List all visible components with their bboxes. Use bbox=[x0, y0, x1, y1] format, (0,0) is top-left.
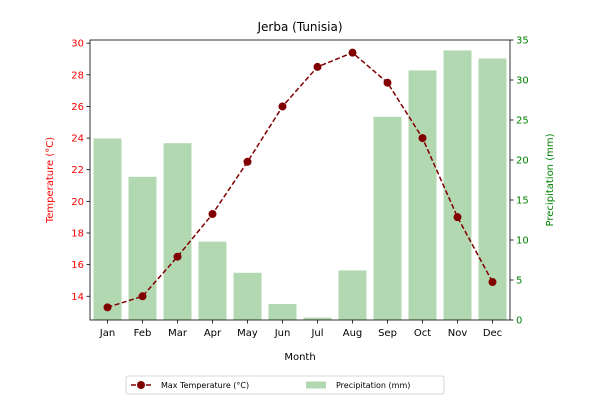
legend-label-temperature: Max Temperature (°C) bbox=[161, 381, 249, 390]
x-tick-label: Dec bbox=[483, 328, 502, 339]
x-tick-label: Jan bbox=[99, 328, 115, 339]
left-tick-label: 18 bbox=[71, 228, 84, 239]
legend-bar-swatch bbox=[306, 381, 326, 389]
right-axis-ticks: 0 5 10 15 20 25 30 35 bbox=[510, 36, 529, 327]
temp-point-jul bbox=[313, 62, 322, 71]
temp-point-feb bbox=[138, 292, 147, 301]
legend: Max Temperature (°C) Precipitation (mm) bbox=[125, 375, 445, 395]
precip-bar-jan bbox=[93, 138, 122, 320]
temperature-line-series bbox=[103, 48, 497, 312]
right-axis-label: Precipitation (mm) bbox=[545, 133, 556, 226]
precip-bar-jun bbox=[268, 304, 297, 320]
temp-point-aug bbox=[348, 48, 357, 57]
right-tick-label: 25 bbox=[516, 116, 529, 127]
precipitation-bars bbox=[93, 50, 507, 321]
legend-marker bbox=[137, 381, 145, 389]
x-axis-label: Month bbox=[284, 352, 315, 363]
precip-bar-dec bbox=[478, 58, 507, 321]
precip-bar-aug bbox=[338, 270, 367, 320]
right-tick-label: 10 bbox=[516, 236, 529, 247]
right-tick-label: 35 bbox=[516, 36, 529, 47]
x-tick-label: Jun bbox=[274, 328, 291, 339]
temp-point-apr bbox=[208, 210, 217, 219]
temp-point-dec bbox=[488, 278, 497, 287]
x-tick-label: Feb bbox=[134, 328, 152, 339]
precip-bar-oct bbox=[408, 70, 437, 321]
left-axis-ticks: 14 16 18 20 22 24 26 28 30 bbox=[71, 39, 90, 303]
left-tick-label: 24 bbox=[71, 134, 84, 145]
precip-bar-sep bbox=[373, 116, 402, 320]
left-tick-label: 22 bbox=[71, 165, 84, 176]
temperature-line bbox=[107, 51, 494, 309]
left-tick-label: 20 bbox=[71, 197, 84, 208]
legend-box bbox=[125, 375, 445, 395]
precip-bar-mar bbox=[163, 143, 192, 320]
precip-bar-jul bbox=[303, 317, 332, 320]
left-tick-label: 14 bbox=[71, 292, 84, 303]
x-tick-label: Aug bbox=[343, 328, 363, 339]
precip-bar-apr bbox=[198, 241, 227, 320]
temp-point-mar bbox=[173, 252, 182, 261]
temp-point-nov bbox=[453, 213, 462, 222]
x-tick-label: Sep bbox=[378, 328, 397, 339]
precip-bar-may bbox=[233, 272, 262, 320]
left-tick-label: 16 bbox=[71, 260, 84, 271]
left-axis-label: Temperature (°C) bbox=[45, 137, 56, 224]
x-tick-label: Oct bbox=[414, 328, 431, 339]
precip-bar-nov bbox=[443, 50, 472, 321]
left-tick-label: 30 bbox=[71, 39, 84, 50]
right-tick-label: 30 bbox=[516, 76, 529, 87]
right-tick-label: 5 bbox=[516, 276, 522, 287]
plot-frame bbox=[89, 39, 511, 321]
x-axis-ticks: Jan Feb Mar Apr May Jun Jul Aug Sep Oct Nov Dec bbox=[99, 320, 502, 339]
x-tick-label: Mar bbox=[168, 328, 188, 339]
left-tick-label: 28 bbox=[71, 70, 84, 81]
legend-label-precipitation: Precipitation (mm) bbox=[336, 381, 410, 390]
x-tick-label: May bbox=[237, 328, 258, 339]
x-tick-label: Jul bbox=[310, 328, 323, 339]
left-tick-label: 26 bbox=[71, 102, 84, 113]
right-tick-label: 20 bbox=[516, 156, 529, 167]
temp-point-sep bbox=[383, 78, 392, 87]
right-tick-label: 15 bbox=[516, 196, 529, 207]
temp-point-jun bbox=[278, 102, 287, 111]
temp-point-oct bbox=[418, 134, 427, 143]
temp-point-jan bbox=[103, 303, 112, 312]
temp-point-may bbox=[243, 157, 252, 166]
x-tick-label: Nov bbox=[448, 328, 468, 339]
right-tick-label: 0 bbox=[516, 316, 522, 327]
chart-title: Jerba (Tunisia) bbox=[257, 20, 343, 34]
x-tick-label: Apr bbox=[204, 328, 222, 339]
